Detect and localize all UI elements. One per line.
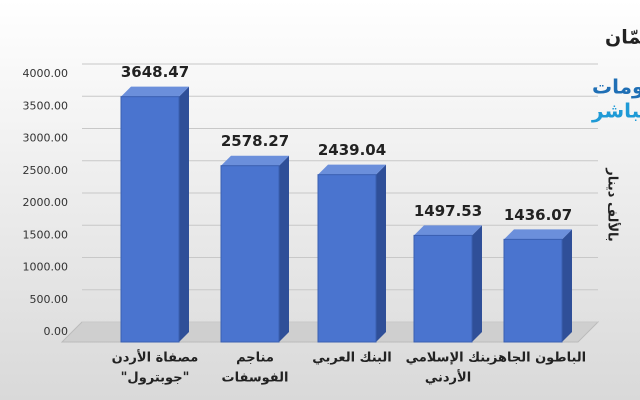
bar [120, 96, 180, 343]
bar-side [376, 164, 386, 342]
y-tick-label: 1000.00 [23, 261, 69, 274]
logo-line: مباشر [591, 99, 640, 123]
y-tick-label: 2000.00 [23, 196, 69, 209]
x-tick-label: الباطون الجاهز [489, 351, 586, 366]
chart-title: أنشط 5 أسهم قيمةً ببورصة عمّان [605, 25, 640, 49]
y-tick-label: 0.00 [44, 325, 69, 338]
x-tick-label: بنك الإسلامي [406, 351, 491, 366]
x-tick-label: "جوبترول" [121, 371, 190, 386]
y-tick-label: 1500.00 [23, 228, 69, 241]
bar-side [472, 225, 482, 342]
bar [413, 234, 473, 343]
bar-top [221, 155, 289, 166]
logo-line: معلومات [592, 75, 640, 99]
bar-top [121, 86, 189, 97]
x-tick-label: الأردني [425, 369, 471, 386]
x-tick-label: الفوسفات [222, 371, 289, 386]
y-axis-label: بالألف دينار [605, 167, 622, 242]
value-label: 2578.27 [221, 132, 289, 150]
value-label: 3648.47 [121, 63, 189, 81]
x-tick-label: مناجم [236, 351, 274, 366]
y-tick-label: 4000.00 [23, 67, 69, 80]
y-tick-label: 3500.00 [23, 99, 69, 112]
bar [220, 165, 280, 343]
bar [503, 238, 563, 343]
bar-top [504, 229, 572, 240]
bar-side [562, 229, 572, 342]
value-label: 1436.07 [504, 206, 572, 224]
x-tick-label: البنك العربي [312, 351, 391, 366]
y-tick-label: 2500.00 [23, 164, 69, 177]
bar [317, 174, 377, 343]
bar-top [414, 225, 482, 236]
y-tick-label: 3000.00 [23, 132, 69, 145]
value-label: 1497.53 [414, 202, 482, 220]
y-tick-label: 500.00 [30, 293, 69, 306]
bar-side [179, 86, 189, 343]
x-tick-label: مصفاة الأردن [112, 349, 199, 366]
bar-top [318, 164, 386, 175]
value-label: 2439.04 [318, 141, 386, 159]
bar-side [279, 155, 289, 342]
